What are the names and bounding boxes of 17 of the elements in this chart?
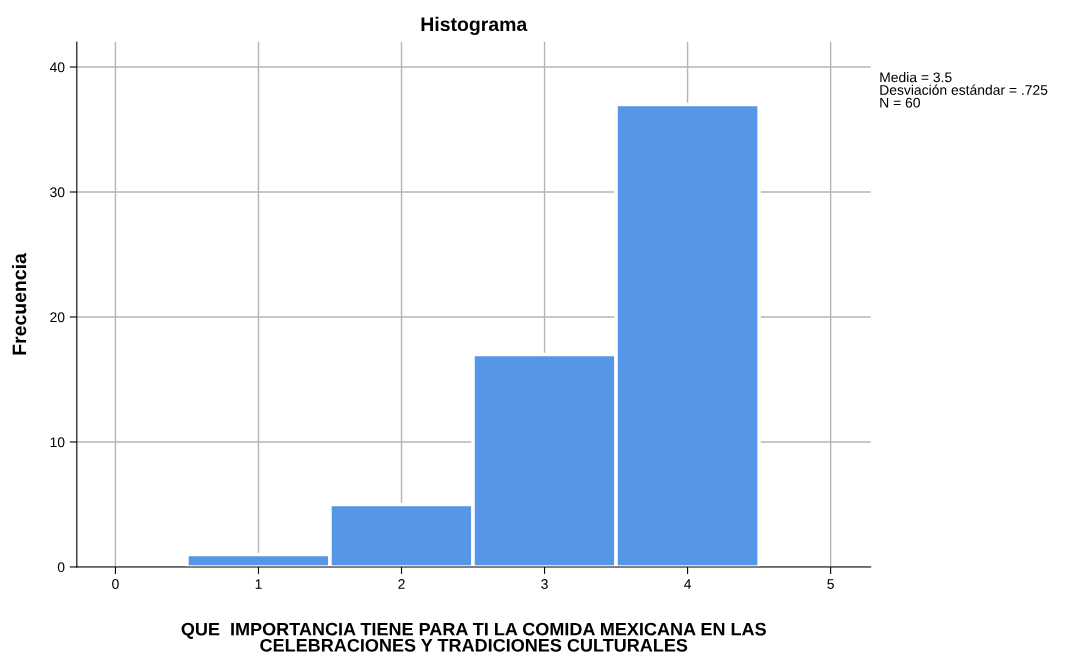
x-tick-label: 3 — [541, 579, 548, 589]
x-tick-label: 5 — [827, 579, 834, 589]
x-tick-label: 1 — [255, 579, 262, 589]
x-tick-label: 4 — [684, 579, 692, 589]
x-axis-title: QUE IMPORTANCIA TIENE PARA TI LA COMIDA MEXICANA EN LAS CELEBRACIONES Y TRADICIONES CULTURALES — [181, 622, 766, 652]
y-tick-label: 30 — [50, 187, 65, 198]
y-tick-label: 40 — [49, 62, 65, 73]
x-tick-label: 2 — [398, 579, 405, 589]
text: Desviación estándar = .725 — [880, 84, 1048, 95]
y-tick-label: 0 — [57, 562, 65, 573]
text: N = 60 — [880, 97, 920, 108]
y-tick-label: 10 — [50, 437, 65, 448]
x-tick-label: 0 — [112, 579, 119, 589]
y-tick-label: 20 — [50, 312, 65, 323]
y-axis-title: Frecuencia — [12, 253, 27, 355]
text: Media = 3.5 — [880, 72, 952, 83]
chart-title: Histograma — [421, 16, 528, 36]
